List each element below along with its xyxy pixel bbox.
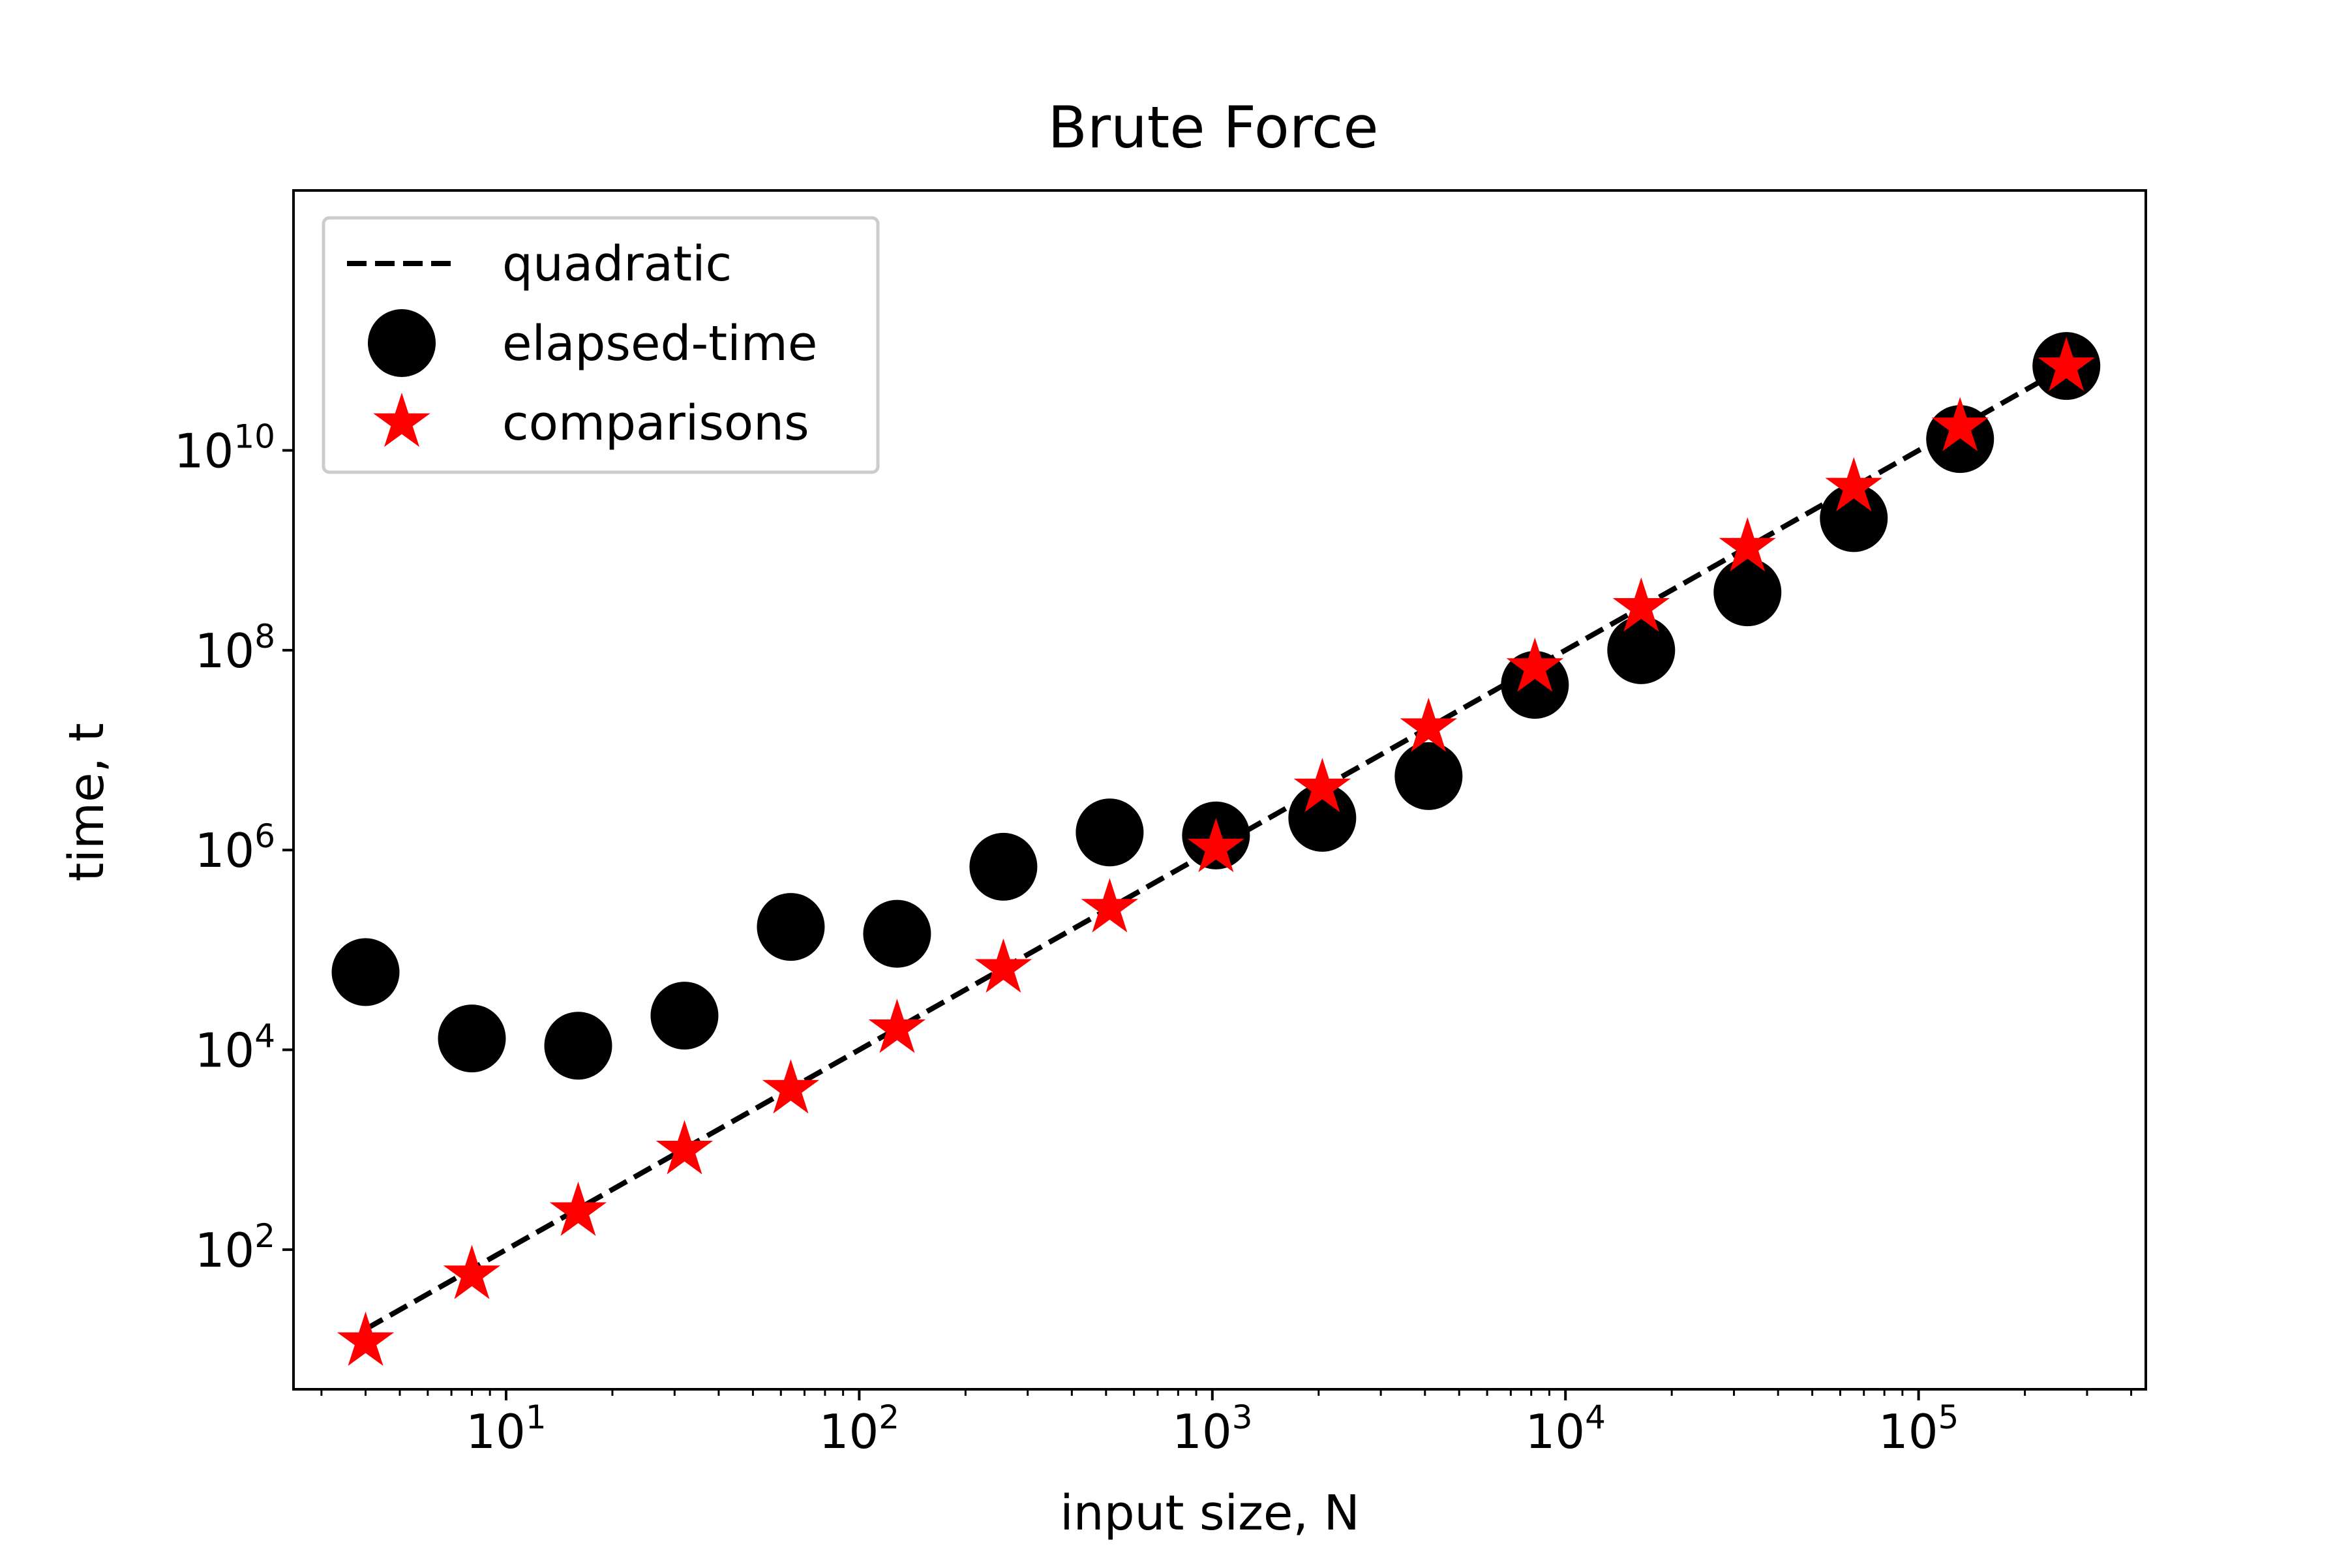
x-tick-label-exponent: 2 xyxy=(879,1398,899,1436)
comparisons-point xyxy=(1081,878,1139,933)
y-tick-label-exponent: 8 xyxy=(254,618,275,656)
chart-title: Brute Force xyxy=(1047,94,1378,161)
elapsed-time-point xyxy=(331,938,400,1006)
x-tick-label-exponent: 1 xyxy=(526,1398,547,1436)
x-tick-label-base: 10 xyxy=(1878,1404,1938,1459)
elapsed-time-point xyxy=(544,1012,612,1080)
elapsed-time-point xyxy=(757,893,825,961)
elapsed-time-point xyxy=(863,899,931,968)
x-tick-label: 105 xyxy=(1878,1398,1959,1459)
x-tick-label-base: 10 xyxy=(819,1404,879,1459)
x-tick-label-base: 10 xyxy=(466,1404,526,1459)
x-tick-label-base: 10 xyxy=(1525,1404,1585,1459)
x-tick-label: 102 xyxy=(819,1398,899,1459)
quadratic-series-line xyxy=(364,364,2068,1332)
comparisons-point xyxy=(1825,457,1882,511)
y-tick-label-exponent: 6 xyxy=(254,817,275,855)
legend-label-elapsed-time: elapsed-time xyxy=(502,316,817,372)
plot-area xyxy=(331,332,2101,1366)
y-tick-label-exponent: 4 xyxy=(254,1018,275,1055)
elapsed-time-point xyxy=(1394,742,1463,810)
comparisons-point xyxy=(1187,818,1245,873)
comparisons-point xyxy=(1931,397,1989,451)
y-tick-label-base: 10 xyxy=(195,624,255,678)
plot-layer xyxy=(331,332,2101,1366)
y-axis-label: time, t xyxy=(59,723,115,881)
y-tick-label-base: 10 xyxy=(195,823,255,878)
elapsed-time-point xyxy=(1501,650,1569,719)
x-tick-label: 101 xyxy=(466,1398,546,1459)
comparisons-point xyxy=(1719,517,1776,572)
comparisons-point xyxy=(1612,577,1670,632)
elapsed-time-point xyxy=(650,982,719,1050)
comparisons-point xyxy=(549,1181,607,1236)
x-axis-label: input size, N xyxy=(1060,1485,1360,1541)
y-tick-label-exponent: 10 xyxy=(233,418,275,456)
legend-label-comparisons: comparisons xyxy=(502,395,809,451)
comparisons-point xyxy=(868,999,926,1053)
legend-elapsed-time-swatch xyxy=(368,309,436,377)
comparisons-point xyxy=(1293,757,1351,813)
legend-label-quadratic: quadratic xyxy=(502,236,732,292)
y-tick-label: 102 xyxy=(195,1217,275,1278)
y-tick-label: 104 xyxy=(195,1018,275,1078)
comparisons-point xyxy=(1506,637,1564,692)
comparisons-point xyxy=(2038,337,2095,391)
elapsed-time-point xyxy=(969,832,1038,901)
comparisons-point xyxy=(762,1059,820,1114)
elapsed-time-point xyxy=(1820,484,1888,552)
y-tick-label-exponent: 2 xyxy=(254,1217,275,1255)
x-tick-label-exponent: 5 xyxy=(1938,1398,1959,1436)
x-tick-label-base: 10 xyxy=(1172,1404,1232,1459)
comparisons-point xyxy=(443,1244,501,1299)
y-tick-label-base: 10 xyxy=(195,1223,255,1278)
x-tick-label: 103 xyxy=(1172,1398,1252,1459)
legend-comparisons-swatch xyxy=(373,393,430,447)
elapsed-time-point xyxy=(1713,558,1782,627)
elapsed-time-point xyxy=(1076,798,1144,867)
elapsed-time-point xyxy=(438,1004,506,1073)
x-tick-label-exponent: 4 xyxy=(1585,1398,1606,1436)
comparisons-point xyxy=(1400,697,1458,752)
comparisons-point xyxy=(655,1120,714,1175)
x-tick-label-exponent: 3 xyxy=(1232,1398,1253,1436)
y-tick-label: 108 xyxy=(195,618,275,678)
elapsed-time-point xyxy=(1288,783,1357,852)
y-tick-label: 106 xyxy=(195,817,275,878)
legend: quadratic elapsed-time comparisons xyxy=(322,216,880,474)
plot-frame xyxy=(292,189,2147,1391)
y-tick-label-base: 10 xyxy=(174,424,234,479)
comparisons-point xyxy=(974,938,1032,993)
legend-frame xyxy=(322,216,880,474)
x-tick-label: 104 xyxy=(1525,1398,1605,1459)
elapsed-time-point xyxy=(1607,616,1676,684)
y-tick-label: 1010 xyxy=(174,418,275,479)
comparisons-point xyxy=(337,1311,395,1366)
y-tick-label-base: 10 xyxy=(195,1023,255,1078)
